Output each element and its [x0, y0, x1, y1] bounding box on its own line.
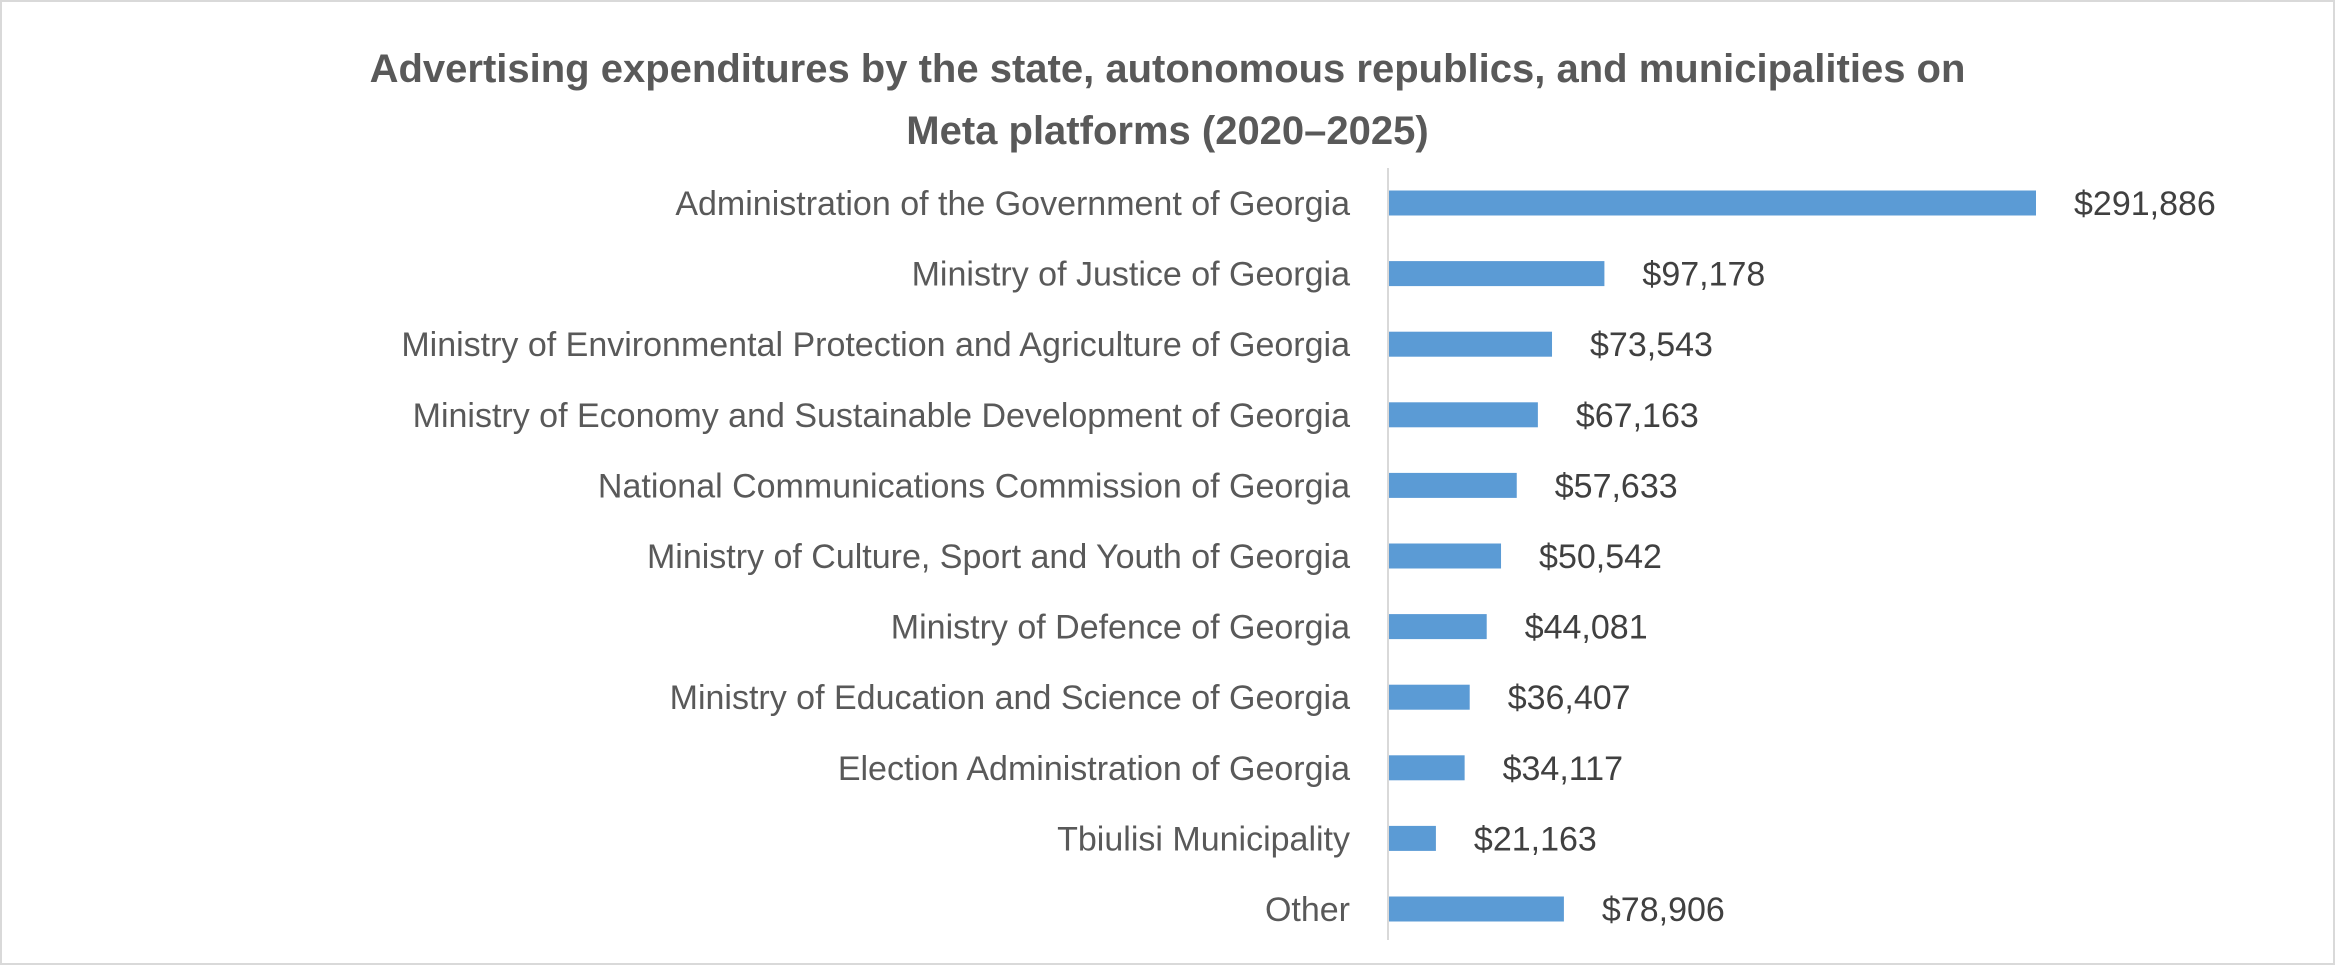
bar: [1389, 402, 1538, 428]
category-label: Ministry of Economy and Sustainable Deve…: [413, 397, 1350, 435]
data-label: $291,886: [2074, 185, 2216, 223]
value-labels: $291,886 $97,178 $73,543 $67,163 $57,633 $50,…: [1474, 185, 2216, 929]
bar: [1389, 755, 1465, 781]
data-label: $67,163: [1576, 397, 1699, 435]
data-label: $97,178: [1642, 256, 1765, 294]
data-label: $34,117: [1503, 750, 1623, 788]
data-label: $50,542: [1539, 538, 1662, 576]
bar: [1389, 261, 1605, 287]
chart-title: Advertising expenditures by the state, a…: [0, 38, 2335, 162]
category-label: Ministry of Justice of Georgia: [912, 256, 1350, 294]
bar: [1389, 543, 1502, 569]
bar: [1389, 896, 1564, 922]
category-label: Ministry of Environmental Protection and…: [401, 326, 1350, 364]
category-labels: Administration of the Government of Geor…: [401, 185, 1350, 929]
bar: [1389, 331, 1553, 357]
category-label: National Communications Commission of Ge…: [598, 467, 1350, 505]
data-label: $21,163: [1474, 820, 1597, 858]
bar: [1389, 825, 1436, 851]
bars: [1389, 190, 2036, 922]
bar: [1389, 684, 1470, 710]
category-label: Administration of the Government of Geor…: [675, 185, 1350, 223]
category-label: Ministry of Culture, Sport and Youth of …: [647, 538, 1350, 576]
data-label: $44,081: [1525, 609, 1648, 647]
data-label: $78,906: [1602, 891, 1725, 929]
category-label: Ministry of Education and Science of Geo…: [670, 679, 1350, 717]
category-label: Other: [1265, 891, 1350, 929]
category-label: Tbiulisi Municipality: [1057, 820, 1350, 858]
data-label: $36,407: [1508, 679, 1631, 717]
data-label: $57,633: [1555, 467, 1678, 505]
category-label: Election Administration of Georgia: [838, 750, 1350, 788]
bar: [1389, 472, 1517, 498]
category-label: Ministry of Defence of Georgia: [891, 609, 1350, 647]
chart-title-line-2: Meta platforms (2020–2025): [906, 109, 1429, 153]
data-label: $73,543: [1590, 326, 1713, 364]
bar: [1389, 614, 1487, 640]
bar: [1389, 190, 2036, 216]
chart-title-line-1: Advertising expenditures by the state, a…: [369, 47, 1966, 91]
